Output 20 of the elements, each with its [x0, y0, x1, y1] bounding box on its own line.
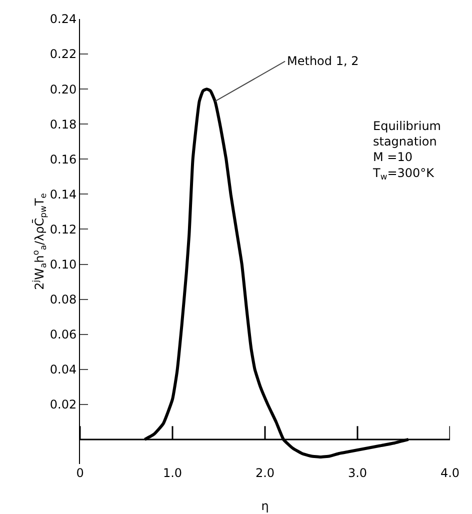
y-tick-label: 0.20	[50, 82, 77, 96]
x-axis-title: η	[261, 499, 269, 513]
y-tick-label: 0.10	[50, 257, 77, 272]
annotation: Method 1, 2	[287, 54, 359, 68]
x-tick-label: 3.0	[348, 466, 368, 480]
y-tick-label: 0.16	[50, 152, 77, 166]
y-tick-label: 0.06	[50, 328, 77, 342]
y-tick-label: 0.12	[50, 222, 77, 236]
y-tick-label: 0.14	[50, 187, 77, 202]
x-tick-label: 1.0	[162, 466, 182, 480]
x-tick-label: 4.0	[440, 466, 460, 480]
y-tick-label: 0.02	[50, 398, 77, 412]
y-tick-label: 0.04	[50, 362, 77, 377]
y-tick-label: 0.18	[50, 117, 77, 132]
annotation: Equilibrium stagnation M =10 T$_{w}$=300°K	[372, 119, 441, 182]
x-tick-label: 0	[76, 466, 84, 480]
x-tick-label: 2.0	[255, 466, 275, 480]
y-tick-label: 0.08	[50, 292, 77, 307]
y-tick-label: 0.22	[50, 47, 77, 62]
y-tick-label: 0.24	[50, 12, 77, 26]
